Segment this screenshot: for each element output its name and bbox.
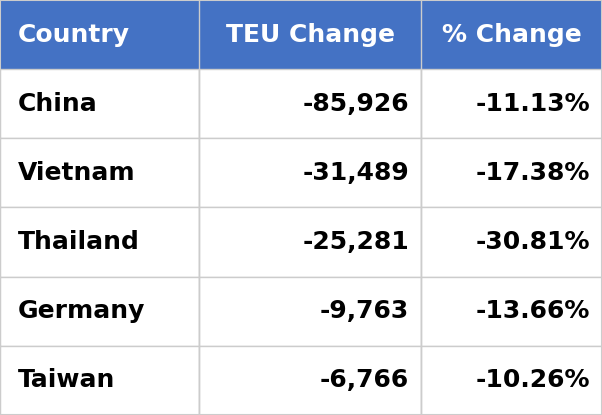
Bar — [421, 0, 602, 69]
Bar — [421, 208, 602, 277]
Bar — [0, 69, 199, 138]
Text: % Change: % Change — [442, 22, 582, 46]
Bar — [199, 69, 421, 138]
Bar — [0, 0, 199, 69]
Bar — [421, 277, 602, 346]
Text: -25,281: -25,281 — [303, 230, 409, 254]
Text: Vietnam: Vietnam — [18, 161, 135, 185]
Bar — [421, 138, 602, 208]
Text: Country: Country — [18, 22, 130, 46]
Text: -85,926: -85,926 — [303, 92, 409, 116]
Text: -17.38%: -17.38% — [476, 161, 590, 185]
Bar — [0, 208, 199, 277]
Bar — [199, 346, 421, 415]
Bar — [0, 138, 199, 208]
Text: -31,489: -31,489 — [303, 161, 409, 185]
Text: Germany: Germany — [18, 299, 146, 323]
Text: Thailand: Thailand — [18, 230, 140, 254]
Text: -10.26%: -10.26% — [476, 369, 590, 393]
Bar — [199, 0, 421, 69]
Bar — [0, 277, 199, 346]
Text: -13.66%: -13.66% — [476, 299, 590, 323]
Bar — [199, 138, 421, 208]
Bar — [199, 277, 421, 346]
Text: TEU Change: TEU Change — [226, 22, 394, 46]
Bar — [421, 346, 602, 415]
Text: -30.81%: -30.81% — [476, 230, 590, 254]
Bar — [0, 346, 199, 415]
Text: -9,763: -9,763 — [320, 299, 409, 323]
Text: -6,766: -6,766 — [320, 369, 409, 393]
Text: -11.13%: -11.13% — [476, 92, 590, 116]
Bar — [199, 208, 421, 277]
Bar — [421, 69, 602, 138]
Text: Taiwan: Taiwan — [18, 369, 116, 393]
Text: China: China — [18, 92, 98, 116]
